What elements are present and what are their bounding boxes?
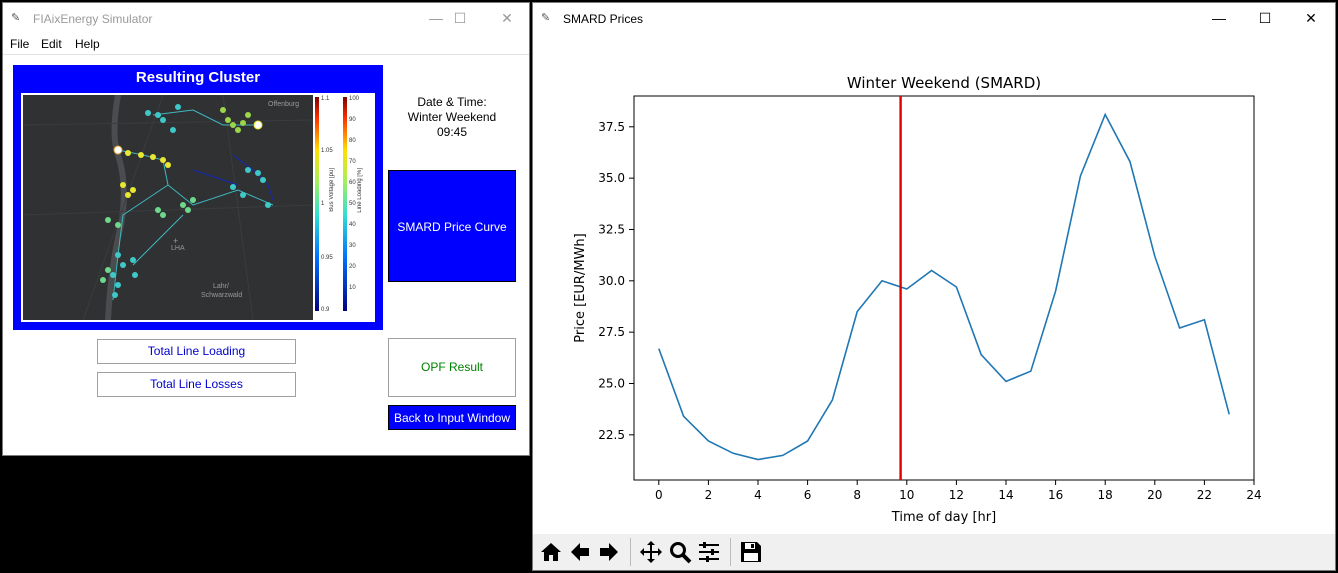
map-city-offenburg: Offenburg (268, 101, 300, 108)
configure-icon[interactable] (695, 538, 723, 566)
x-tick-label: 8 (853, 488, 861, 502)
y-tick-label: 22.5 (598, 428, 625, 442)
loading-colorbar-label: Line Loading [%] (357, 168, 363, 213)
y-tick-label: 32.5 (598, 222, 625, 236)
grid-network-plot (23, 95, 313, 320)
save-icon[interactable] (737, 538, 765, 566)
colorbars: 1.1 1.05 1 0.95 0.9 Bus Voltage [pu] 100… (313, 93, 375, 322)
loading-tick: 100 (349, 96, 360, 102)
smard-titlebar: ✎ SMARD Prices — ☐ ✕ (533, 3, 1335, 33)
simulator-titlebar: ✎ FIAixEnergy Simulator — ☐ ✕ (3, 3, 529, 33)
grid-bus-dots (100, 104, 271, 298)
voltage-colorbar (315, 97, 319, 311)
x-tick-label: 0 (655, 488, 663, 502)
window-title: SMARD Prices (563, 12, 644, 26)
y-tick-label: 30.0 (598, 274, 625, 288)
x-tick-label: 10 (899, 488, 914, 502)
loading-tick: 40 (349, 222, 356, 228)
voltage-colorbar-label: Bus Voltage [pu] (329, 168, 335, 212)
x-tick-label: 16 (1048, 488, 1063, 502)
voltage-tick: 1.1 (321, 96, 330, 102)
y-axis-ticks: 22.5 25.0 27.5 30.0 32.5 35.0 37.5 (598, 120, 634, 442)
datetime-display: Date & Time: Winter Weekend 09:45 (387, 95, 517, 140)
minimize-button[interactable]: — (1212, 10, 1226, 26)
cluster-title: Resulting Cluster (135, 69, 261, 86)
home-icon[interactable] (537, 538, 565, 566)
minimize-button[interactable]: — (429, 10, 443, 26)
toolbar-separator (730, 538, 731, 566)
datetime-time: 09:45 (436, 125, 468, 139)
cluster-panel: Resulting Cluster (13, 65, 383, 330)
x-tick-label: 24 (1246, 488, 1261, 502)
x-axis-ticks: 0 2 4 6 8 10 12 14 16 18 20 22 24 (655, 480, 1262, 502)
loading-tick: 90 (349, 117, 356, 123)
x-tick-label: 6 (804, 488, 812, 502)
window-title: FIAixEnergy Simulator (33, 12, 153, 26)
x-tick-label: 2 (705, 488, 713, 502)
voltage-tick: 1 (321, 201, 325, 207)
loading-tick: 50 (349, 201, 356, 207)
loading-tick: 10 (349, 285, 356, 291)
map-canvas: Offenburg LHA + Lahr/ Schwarzwald (23, 95, 313, 320)
cluster-map: Offenburg LHA + Lahr/ Schwarzwald (21, 93, 375, 322)
menu-file[interactable]: File (10, 37, 30, 51)
loading-colorbar (343, 97, 347, 311)
voltage-tick: 0.95 (321, 255, 333, 261)
chart-title: Winter Weekend (SMARD) (847, 74, 1041, 92)
voltage-tick: 1.05 (321, 148, 333, 154)
x-tick-label: 14 (998, 488, 1013, 502)
smard-price-curve-button[interactable]: SMARD Price Curve (388, 170, 516, 282)
map-city-lahr-1: Lahr/ (213, 283, 229, 290)
datetime-label: Date & Time: (417, 95, 487, 109)
map-airport-label: LHA (171, 245, 185, 252)
x-tick-label: 20 (1147, 488, 1162, 502)
menu-help[interactable]: Help (75, 37, 100, 51)
back-to-input-button[interactable]: Back to Input Window (388, 405, 516, 430)
app-icon: ✎ (541, 12, 551, 24)
x-tick-label: 4 (754, 488, 762, 502)
close-button[interactable]: ✕ (1305, 10, 1317, 26)
datetime-value: Winter Weekend (407, 110, 497, 124)
map-city-lahr-2: Schwarzwald (201, 292, 243, 299)
close-button[interactable]: ✕ (501, 10, 513, 26)
back-arrow-icon[interactable] (566, 538, 594, 566)
y-axis-label: Price [EUR/MWh] (573, 233, 588, 342)
pan-icon[interactable] (637, 538, 665, 566)
y-tick-label: 35.0 (598, 171, 625, 185)
total-line-losses-button[interactable]: Total Line Losses (97, 372, 296, 397)
price-chart: Winter Weekend (SMARD) 0 2 4 6 8 10 12 14 16 18 20… (573, 74, 1262, 525)
loading-tick: 20 (349, 264, 356, 270)
simulator-window: ✎ FIAixEnergy Simulator — ☐ ✕ File Edit … (2, 2, 530, 456)
toolbar-separator (630, 538, 631, 566)
airport-icon: + (173, 236, 179, 246)
opf-result-button[interactable]: OPF Result (388, 338, 516, 397)
forward-arrow-icon[interactable] (595, 538, 623, 566)
loading-tick: 30 (349, 243, 356, 249)
price-series-line (658, 112, 1230, 461)
total-line-loading-button[interactable]: Total Line Loading (97, 339, 296, 364)
x-tick-label: 18 (1098, 488, 1113, 502)
maximize-button[interactable]: ☐ (1258, 10, 1272, 26)
maximize-button[interactable]: ☐ (453, 10, 467, 26)
x-axis-label: Time of day [hr] (891, 510, 996, 525)
x-tick-label: 22 (1197, 488, 1212, 502)
y-tick-label: 25.0 (598, 376, 625, 390)
menu-bar: File Edit Help (3, 35, 529, 53)
y-tick-label: 37.5 (598, 120, 625, 134)
voltage-tick: 0.9 (321, 307, 330, 313)
smard-prices-window: ✎ SMARD Prices — ☐ ✕ Winter Weekend (SMA… (532, 2, 1336, 571)
loading-tick: 70 (349, 159, 356, 165)
menu-edit[interactable]: Edit (41, 37, 62, 51)
plot-toolbar (533, 534, 1335, 570)
y-tick-label: 27.5 (598, 325, 625, 339)
plot-frame (633, 95, 1255, 481)
loading-tick: 60 (349, 180, 356, 186)
menu-divider (3, 54, 529, 55)
loading-tick: 80 (349, 138, 356, 144)
app-icon: ✎ (11, 12, 21, 24)
x-tick-label: 12 (949, 488, 964, 502)
zoom-icon[interactable] (666, 538, 694, 566)
